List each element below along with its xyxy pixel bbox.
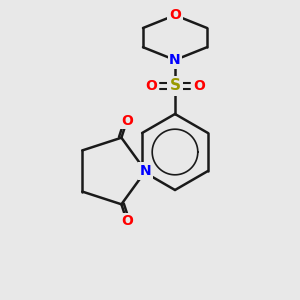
Text: O: O xyxy=(169,8,181,22)
Text: O: O xyxy=(193,79,205,93)
Text: N: N xyxy=(140,164,152,178)
Text: O: O xyxy=(145,79,157,93)
Text: S: S xyxy=(169,79,181,94)
Text: O: O xyxy=(121,114,133,128)
Text: O: O xyxy=(121,214,133,228)
Text: N: N xyxy=(169,53,181,67)
